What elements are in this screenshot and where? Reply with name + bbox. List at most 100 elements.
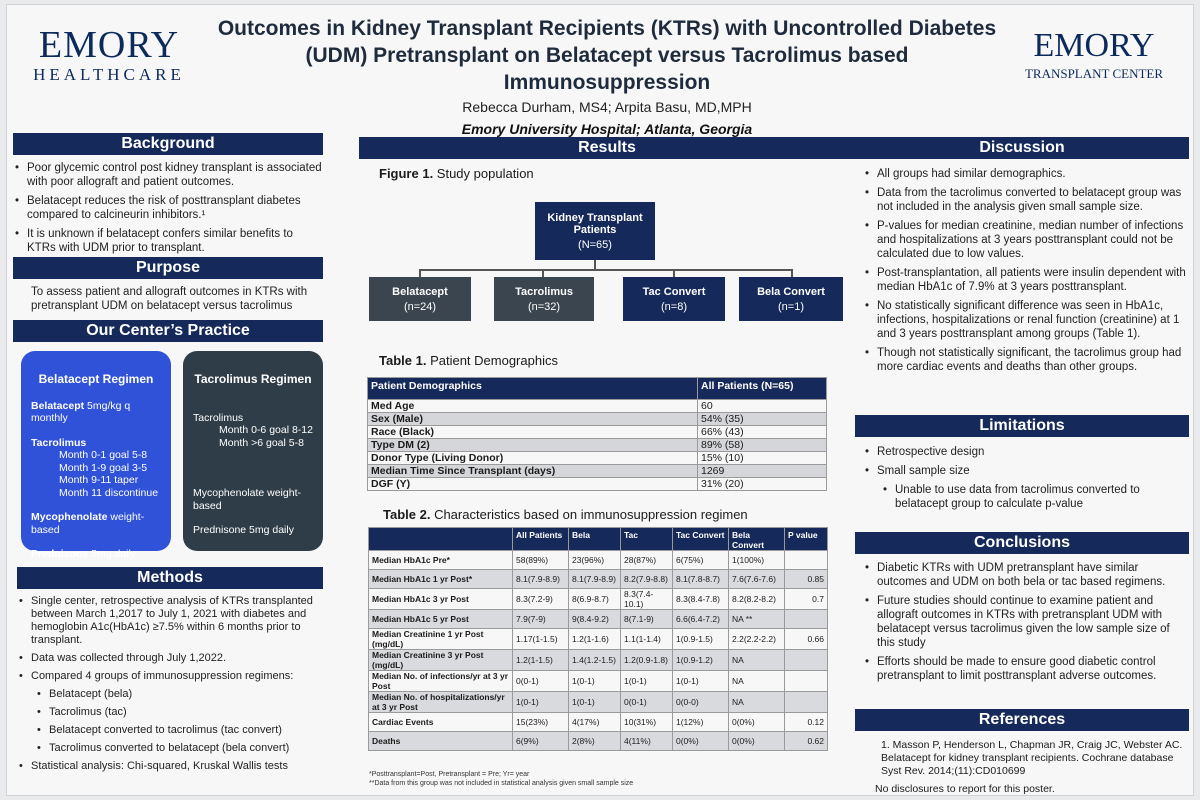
- bela-pred: Prednisone 5mg daily: [31, 548, 137, 560]
- table-cell: 15(23%): [512, 712, 569, 732]
- table-cell: 1(0-1): [568, 691, 621, 713]
- table-cell: NA: [728, 649, 785, 671]
- table-cell: 28(87%): [620, 550, 673, 570]
- flow-connector: [791, 269, 793, 277]
- background-heading: Background: [13, 133, 323, 155]
- table-cell: 1.2(0.9-1.8): [620, 649, 673, 671]
- table-cell: NA: [728, 670, 785, 692]
- affiliation: Emory University Hospital; Atlanta, Geor…: [461, 121, 753, 137]
- figure1-caption: Figure 1. Study population: [379, 166, 534, 181]
- row-label: Median HbA1c 3 yr Post: [368, 588, 513, 610]
- table1-header: Patient Demographics: [367, 377, 698, 400]
- methods-sub-item: Tacrolimus converted to belatacept (bela…: [35, 742, 327, 755]
- footnote: *Posttransplant=Post, Pretransplant = Pr…: [369, 771, 530, 778]
- table-cell: 1(0-1): [568, 670, 621, 692]
- table-row: Median Creatinine 3 yr Post (mg/dL) 1.2(1…: [368, 649, 828, 671]
- background-section: Poor glycemic control post kidney transp…: [13, 161, 323, 260]
- flow-node-tac-convert: Tac Convert (n=8): [623, 277, 725, 321]
- conclusions-item: Future studies should continue to examin…: [863, 594, 1189, 650]
- tac-regimen-title: Tacrolimus Regimen: [194, 372, 312, 386]
- bela-myco: Mycophenolate weight-based: [31, 511, 145, 536]
- table-cell: 8.3(7.4-10.1): [620, 588, 673, 610]
- table-cell: 8.1(7.9-8.9): [512, 569, 569, 589]
- table2-header: Bela Convert: [728, 527, 785, 551]
- references-heading: References: [855, 709, 1189, 731]
- table-cell: 9(8.4-9.2): [568, 609, 621, 629]
- table-cell: NA **: [728, 609, 785, 629]
- conclusions-heading: Conclusions: [855, 532, 1189, 554]
- table-cell: 1(0-1): [512, 691, 569, 713]
- table-row: Race (Black) 66% (43): [367, 425, 827, 439]
- table-row: Deaths 6(9%) 2(8%) 4(11%) 0(0%) 0(0%) 0.62: [368, 731, 828, 751]
- flow-node-bela-convert: Bela Convert (n=1): [739, 277, 843, 321]
- tac-myco: Mycophenolate weight-based: [193, 487, 301, 512]
- discussion-item: All groups had similar demographics.: [863, 167, 1189, 181]
- table-cell: 8(6.9-8.7): [568, 588, 621, 610]
- bela-regimen-title: Belatacept Regimen: [38, 372, 154, 386]
- flow-connector: [594, 260, 596, 270]
- reference-item: 1. Masson P, Henderson L, Chapman JR, Cr…: [881, 739, 1183, 777]
- conclusions-item: Diabetic KTRs with UDM pretransplant hav…: [863, 561, 1189, 589]
- table-cell: 0(0-0): [672, 691, 729, 713]
- methods-item: Data was collected through July 1,2022.: [17, 652, 327, 665]
- footnote: **Data from this group was not included …: [369, 780, 634, 787]
- table-cell: 1.1(1-1.4): [620, 628, 673, 650]
- table-cell: 7.9(7-9): [512, 609, 569, 629]
- row-label: Cardiac Events: [368, 712, 513, 732]
- table-cell: 0.12: [784, 712, 828, 732]
- limitations-item: Retrospective design: [863, 445, 1189, 459]
- table-row: Median HbA1c 3 yr Post 8.3(7.2-9) 8(6.9-8.…: [368, 588, 828, 610]
- table-row: DGF (Y) 31% (20): [367, 477, 827, 491]
- background-item: Poor glycemic control post kidney transp…: [13, 161, 323, 189]
- table-cell: 4(11%): [620, 731, 673, 751]
- row-label: Median Creatinine 3 yr Post (mg/dL): [368, 649, 513, 671]
- discussion-item: P-values for median creatinine, median n…: [863, 219, 1189, 261]
- limitations-item: Small sample size: [863, 464, 1189, 478]
- methods-item: Statistical analysis: Chi-squared, Krusk…: [17, 760, 327, 773]
- table-cell: 0(0-1): [512, 670, 569, 692]
- belatacept-regimen-card: Belatacept Regimen Belatacept 5mg/kg q m…: [21, 351, 171, 560]
- table2-header: All Patients: [512, 527, 569, 551]
- table-cell: [784, 609, 828, 629]
- table-cell: [784, 649, 828, 671]
- logo-left-main: EMORY: [38, 24, 180, 66]
- discussion-item: Though not statistically significant, th…: [863, 346, 1189, 374]
- poster-title: Outcomes in Kidney Transplant Recipients…: [217, 17, 997, 94]
- table2-header: Tac: [620, 527, 673, 551]
- row-label: Median HbA1c Pre*: [368, 550, 513, 570]
- table-row: Type DM (2) 89% (58): [367, 438, 827, 452]
- table-cell: 7.6(7.6-7.6): [728, 569, 785, 589]
- table-cell: 10(31%): [620, 712, 673, 732]
- table-cell: [784, 670, 828, 692]
- background-item: It is unknown if belatacept confers simi…: [13, 227, 323, 255]
- table1-caption: Table 1. Patient Demographics: [379, 353, 558, 368]
- methods-section: Single center, retrospective analysis of…: [17, 595, 327, 778]
- flow-connector: [673, 269, 675, 277]
- table-cell: 0.7: [784, 588, 828, 610]
- table-cell: 4(17%): [568, 712, 621, 732]
- table-cell: 2.2(2.2-2.2): [728, 628, 785, 650]
- discussion-item: Post-transplantation, all patients were …: [863, 266, 1189, 294]
- table-cell: 0(0-1): [620, 691, 673, 713]
- tac-label: Tacrolimus: [193, 411, 244, 424]
- disclosure-text: No disclosures to report for this poster…: [875, 783, 1055, 795]
- table2-header: [368, 527, 513, 551]
- table2-caption: Table 2. Characteristics based on immuno…: [383, 507, 748, 522]
- table-cell: 0.62: [784, 731, 828, 751]
- table-cell: NA: [728, 691, 785, 713]
- tacrolimus-regimen-card: Tacrolimus Regimen Tacrolimus Month 0-6 …: [183, 351, 323, 551]
- table-cell: 0.85: [784, 569, 828, 589]
- table2-header: Tac Convert: [672, 527, 729, 551]
- table-row: Median No. of infections/yr at 3 yr Post…: [368, 670, 828, 692]
- row-label: Median HbA1c 1 yr Post*: [368, 569, 513, 589]
- table-row: Median Time Since Transplant (days) 1269: [367, 464, 827, 478]
- table-cell: 1(0-1): [672, 670, 729, 692]
- methods-item: Compared 4 groups of immunosuppression r…: [17, 670, 327, 683]
- limitations-sub-item: Unable to use data from tacrolimus conve…: [881, 483, 1189, 511]
- table-row: Median HbA1c 1 yr Post* 8.1(7.9-8.9) 8.1(7…: [368, 569, 828, 589]
- table-cell: 6(9%): [512, 731, 569, 751]
- table-cell: 0.66: [784, 628, 828, 650]
- table-cell: 6(75%): [672, 550, 729, 570]
- table-cell: 1(12%): [672, 712, 729, 732]
- table2-header: P value: [784, 527, 828, 551]
